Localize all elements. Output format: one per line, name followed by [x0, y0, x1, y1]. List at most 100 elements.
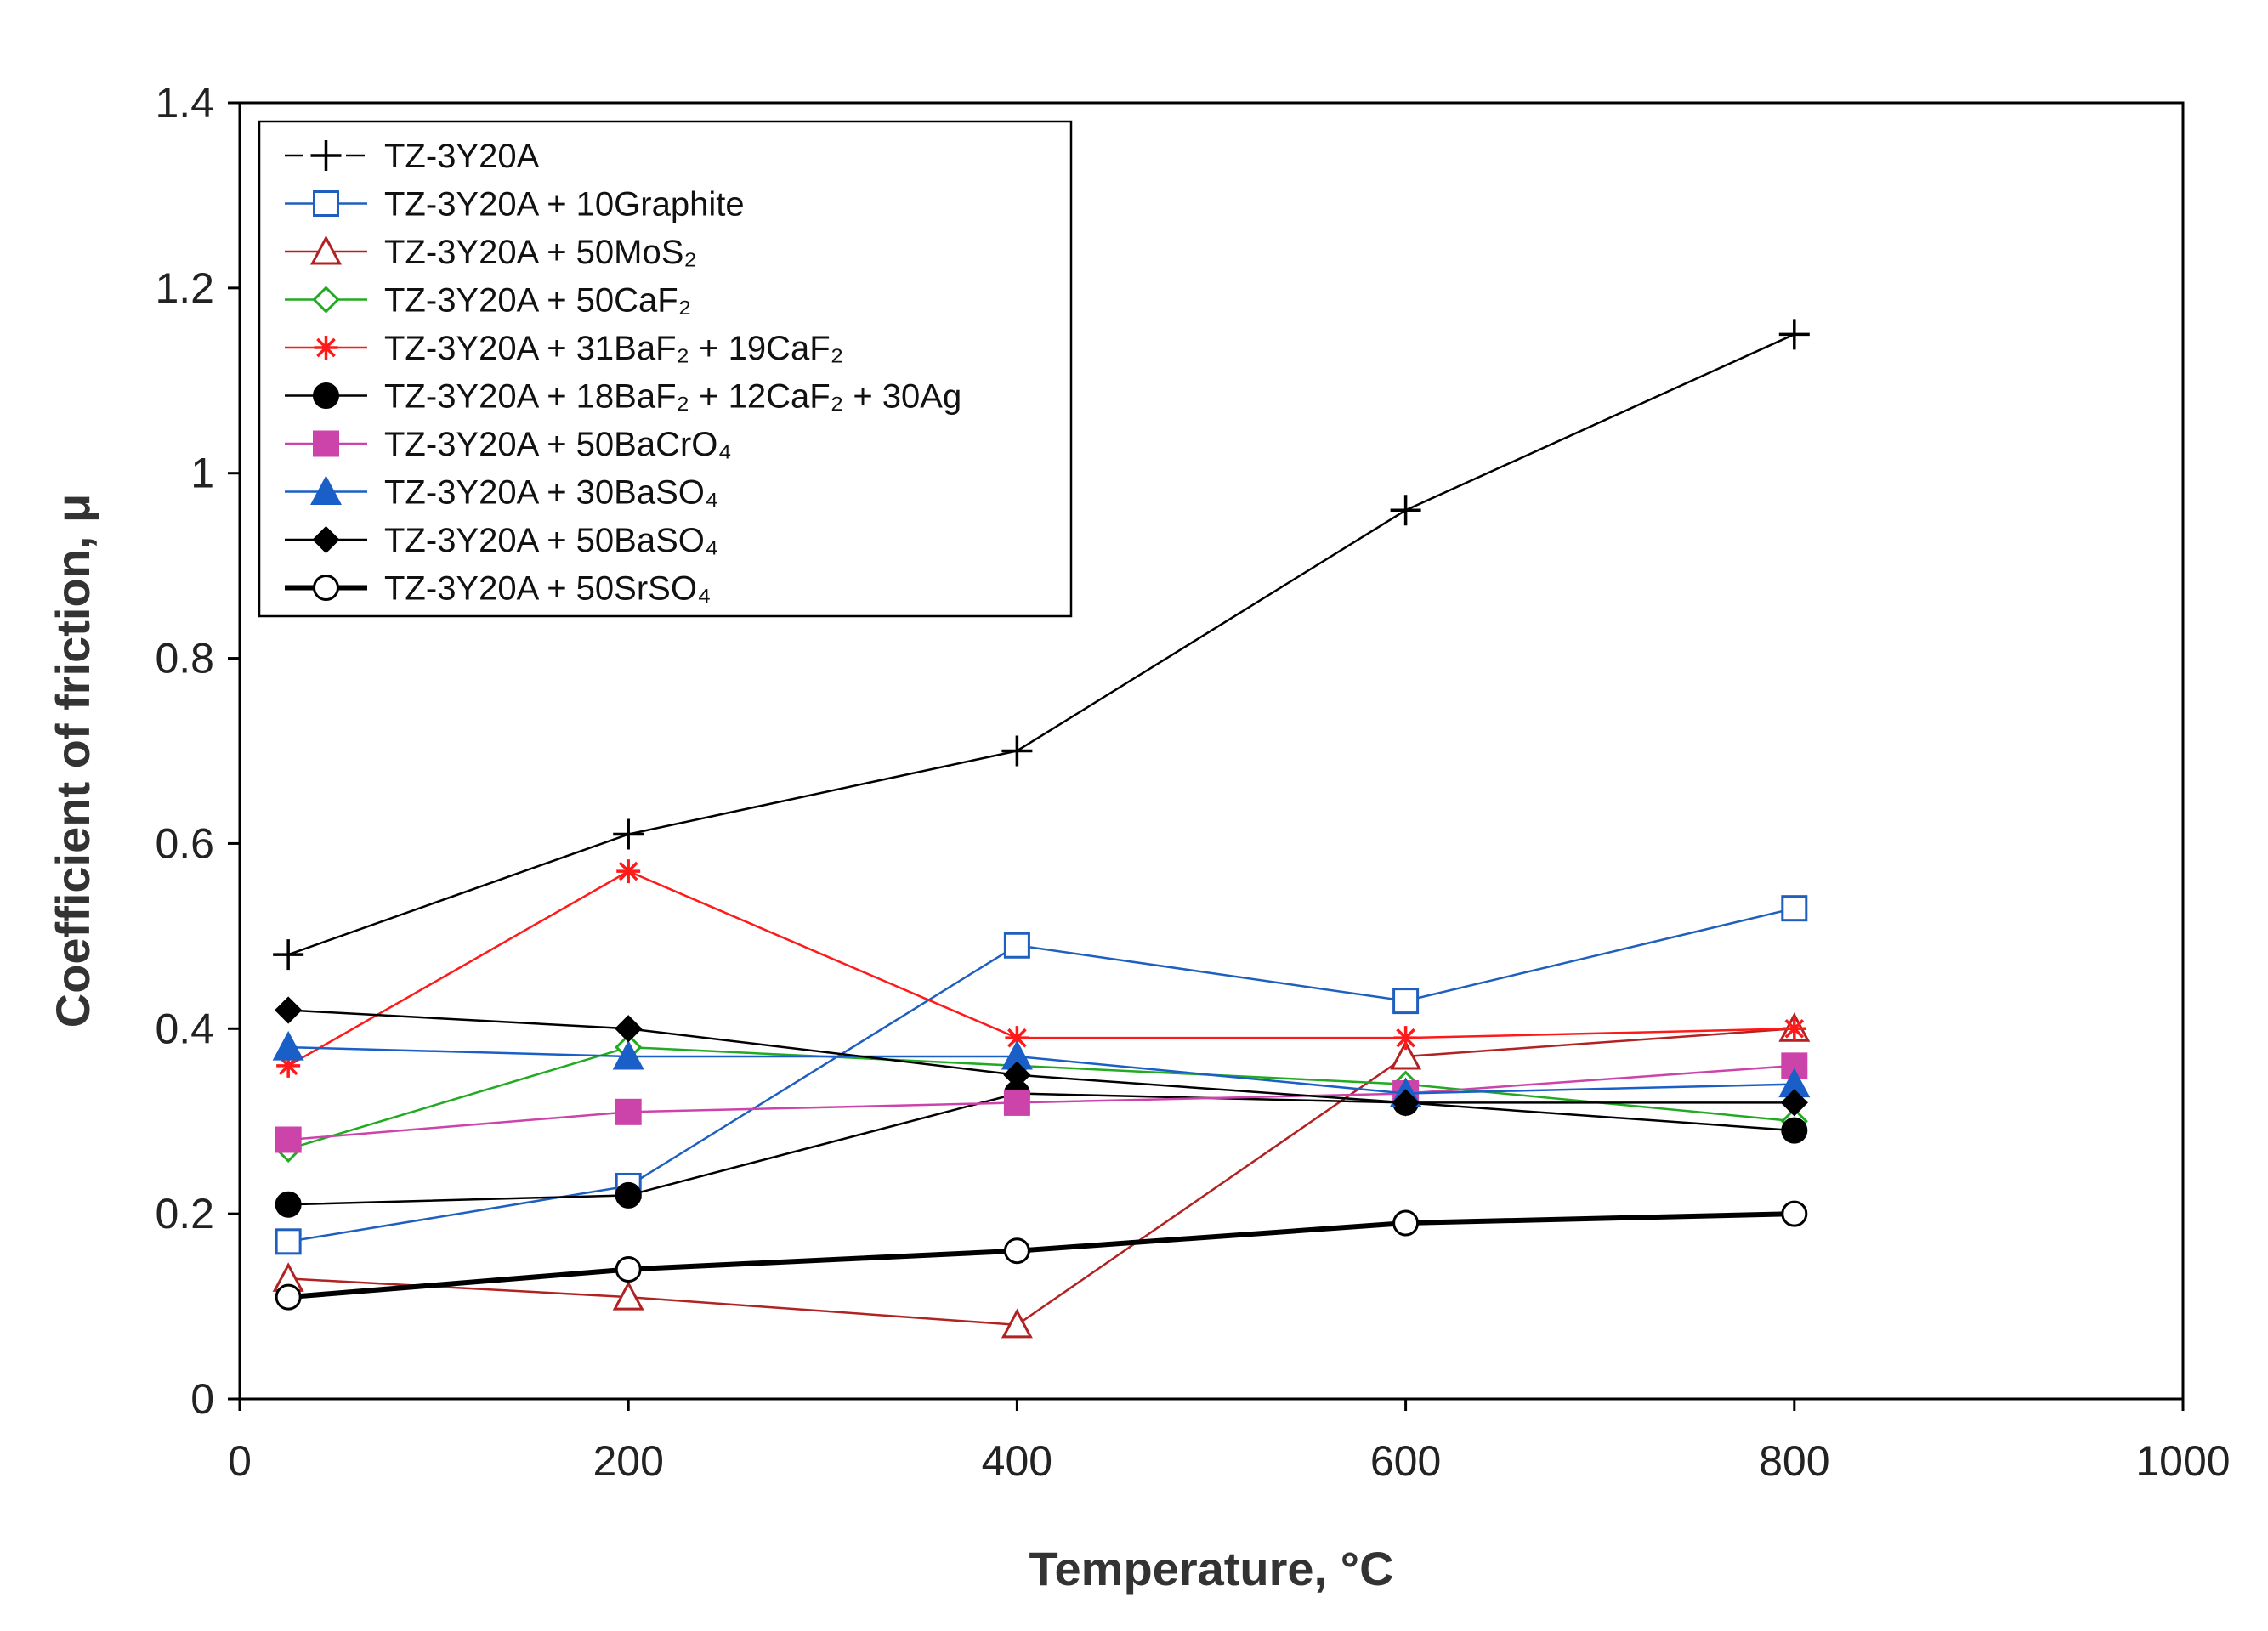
series-1 — [275, 895, 1808, 1255]
legend-marker — [313, 382, 339, 409]
y-tick-label: 1.4 — [155, 79, 214, 127]
y-tick-label: 0.6 — [155, 819, 214, 867]
data-point — [1005, 1026, 1029, 1051]
series-line — [288, 1045, 1795, 1095]
data-point — [1780, 1089, 1808, 1117]
data-point — [615, 1098, 642, 1125]
data-point — [275, 1228, 302, 1255]
legend-entry: TZ-3Y20A + 31BaF₂ + 19CaF₂ — [285, 330, 843, 367]
data-point — [615, 1181, 642, 1209]
data-point — [275, 996, 303, 1024]
series-8 — [275, 996, 1808, 1117]
data-point — [275, 1283, 302, 1311]
data-point — [613, 818, 644, 850]
data-point — [273, 939, 304, 971]
series-2 — [272, 1012, 1811, 1339]
legend-entry: TZ-3Y20A + 30BaSO₄ — [285, 474, 718, 512]
data-point — [612, 1280, 644, 1311]
series-line — [287, 869, 1795, 1067]
legend-label: TZ-3Y20A + 50CaF₂ — [384, 282, 691, 320]
data-point — [1392, 1209, 1420, 1237]
data-point — [1781, 1200, 1808, 1227]
legend-label: TZ-3Y20A + 10Graphite — [384, 186, 745, 224]
legend-marker — [310, 475, 342, 505]
x-axis: 0 200 400 600 800 1000 — [228, 1399, 2231, 1485]
legend-marker — [313, 190, 339, 217]
y-tick-label: 0 — [190, 1375, 214, 1423]
x-tick-label: 400 — [982, 1437, 1052, 1485]
legend-entry: TZ-3Y20A — [285, 138, 540, 175]
y-tick-label: 0.8 — [155, 635, 214, 682]
legend-marker — [313, 430, 339, 457]
series-line — [287, 907, 1795, 1243]
legend-marker — [312, 286, 340, 314]
data-point — [1001, 735, 1033, 767]
data-point — [1390, 495, 1421, 526]
legend: TZ-3Y20A TZ-3Y20A + 10Graphite TZ-3Y20A + … — [258, 120, 1073, 618]
series-7 — [272, 1030, 1811, 1107]
data-point — [615, 1015, 643, 1043]
data-point — [615, 1256, 642, 1283]
data-point — [1003, 1237, 1030, 1265]
data-point — [275, 1191, 302, 1218]
legend-entries: TZ-3Y20A TZ-3Y20A + 10Graphite TZ-3Y20A + … — [285, 138, 961, 608]
data-point — [1003, 932, 1030, 959]
x-axis-title: Temperature, °C — [1029, 1542, 1393, 1595]
y-tick-label: 1 — [190, 450, 214, 497]
legend-marker — [310, 140, 342, 171]
data-point — [1003, 1089, 1030, 1116]
legend-marker — [310, 235, 342, 265]
legend-label: TZ-3Y20A + 50BaSO₄ — [384, 522, 718, 559]
legend-marker — [314, 336, 338, 360]
x-tick-label: 600 — [1370, 1437, 1441, 1485]
legend-label: TZ-3Y20A + 50SrSO₄ — [384, 570, 711, 608]
x-tick-label: 0 — [228, 1437, 252, 1485]
legend-box — [258, 120, 1073, 618]
data-point — [1392, 988, 1420, 1015]
y-tick-label: 0.4 — [155, 1005, 214, 1052]
data-point — [1782, 1017, 1806, 1041]
series-line — [288, 1092, 1795, 1206]
legend-label: TZ-3Y20A + 18BaF₂ + 12CaF₂ + 30Ag — [384, 378, 961, 416]
legend-entry: TZ-3Y20A + 50SrSO₄ — [285, 570, 711, 608]
legend-marker — [312, 525, 340, 554]
x-tick-label: 200 — [593, 1437, 663, 1485]
data-point — [1392, 1089, 1420, 1117]
data-point — [275, 1126, 302, 1153]
legend-label: TZ-3Y20A + 31BaF₂ + 19CaF₂ — [384, 330, 843, 367]
series-line — [287, 1211, 1795, 1300]
data-point — [1781, 1117, 1808, 1144]
series-9 — [275, 1200, 1808, 1311]
y-tick-label: 1.2 — [155, 264, 214, 312]
data-point — [1393, 1026, 1418, 1051]
legend-entry: TZ-3Y20A + 10Graphite — [285, 186, 745, 224]
data-point — [1781, 895, 1808, 922]
y-axis-title: Coefficient of friction, μ — [46, 494, 99, 1028]
data-point — [276, 1053, 301, 1078]
legend-entry: TZ-3Y20A + 50CaF₂ — [285, 282, 691, 320]
x-tick-label: 1000 — [2135, 1437, 2230, 1485]
legend-entry: TZ-3Y20A + 50BaSO₄ — [285, 522, 718, 559]
y-tick-label: 0.2 — [155, 1190, 214, 1237]
data-point — [1390, 1039, 1422, 1070]
plot-frame — [238, 101, 2185, 1401]
legend-entry: TZ-3Y20A + 50MoS₂ — [285, 234, 697, 271]
legend-entry: TZ-3Y20A + 18BaF₂ + 12CaF₂ + 30Ag — [285, 378, 961, 416]
data-point — [1003, 1061, 1031, 1089]
series-4 — [276, 859, 1806, 1078]
series-line — [287, 1045, 1795, 1151]
legend-label: TZ-3Y20A — [384, 138, 540, 175]
legend-entry: TZ-3Y20A + 50BaCrO₄ — [285, 426, 732, 463]
data-point — [616, 859, 641, 884]
x-tick-label: 800 — [1759, 1437, 1829, 1485]
legend-label: TZ-3Y20A + 30BaSO₄ — [384, 474, 718, 512]
legend-label: TZ-3Y20A + 50BaCrO₄ — [384, 426, 732, 463]
legend-label: TZ-3Y20A + 50MoS₂ — [384, 234, 697, 271]
data-point — [1778, 319, 1810, 350]
legend-marker — [313, 575, 339, 601]
y-axis: 0 0.2 0.4 0.6 0.8 1 1.2 1.4 — [155, 79, 240, 1423]
data-point — [1001, 1308, 1033, 1339]
series-0 — [273, 319, 1810, 971]
